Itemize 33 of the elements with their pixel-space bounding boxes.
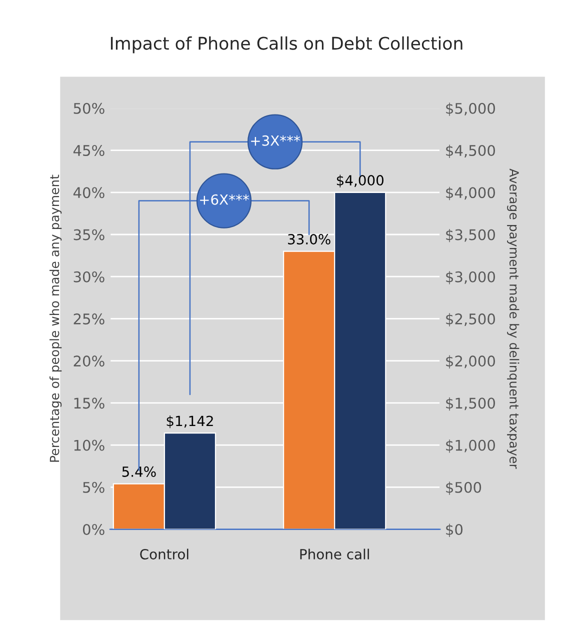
y-tick-label: 10% (74, 440, 104, 451)
y2-tick-label: $4,000 (446, 186, 495, 200)
y2-axis-title: Average payment made by delinquent taxpayer (507, 168, 520, 469)
y-tick-label: 35% (74, 229, 104, 240)
x-tick-label: Control (140, 548, 188, 560)
annotation: +3X*** (251, 135, 300, 146)
y2-tick-label: $3,000 (446, 271, 495, 284)
data-label: 5.4% (122, 466, 156, 477)
y-axis-title: Percentage of people who made any payment (50, 174, 62, 462)
annotation: +6X*** (200, 194, 249, 205)
chart-title: Impact of Phone Calls on Debt Collection (110, 36, 462, 54)
y-tick-label: 45% (73, 144, 104, 156)
y-tick-label: 25% (74, 313, 104, 324)
y2-tick-label: $3,500 (446, 228, 495, 242)
y2-tick-label: $2,500 (446, 313, 495, 326)
y-tick-label: 20% (74, 356, 104, 367)
y2-tick-label: $0 (446, 524, 463, 537)
y2-tick-label: $5,000 (446, 102, 495, 116)
y-tick-label: 5% (83, 482, 104, 493)
x-tick-label: Phone call (300, 548, 369, 560)
y-tick-label: 30% (74, 271, 104, 282)
y2-tick-label: $4,500 (446, 144, 495, 158)
y2-tick-label: $1,500 (446, 397, 495, 411)
data-label: $4,000 (336, 174, 384, 188)
y-tick-label: 0% (82, 524, 104, 536)
y2-tick-label: $1,000 (446, 440, 495, 453)
y2-tick-label: $2,000 (446, 355, 495, 369)
y-tick-label: 40% (73, 187, 104, 198)
y-tick-label: 15% (74, 398, 104, 409)
data-label: $1,142 (166, 415, 213, 428)
y-tick-label: 50% (74, 102, 104, 114)
y2-tick-label: $500 (446, 482, 482, 495)
data-label: 33.0% (288, 234, 330, 244)
